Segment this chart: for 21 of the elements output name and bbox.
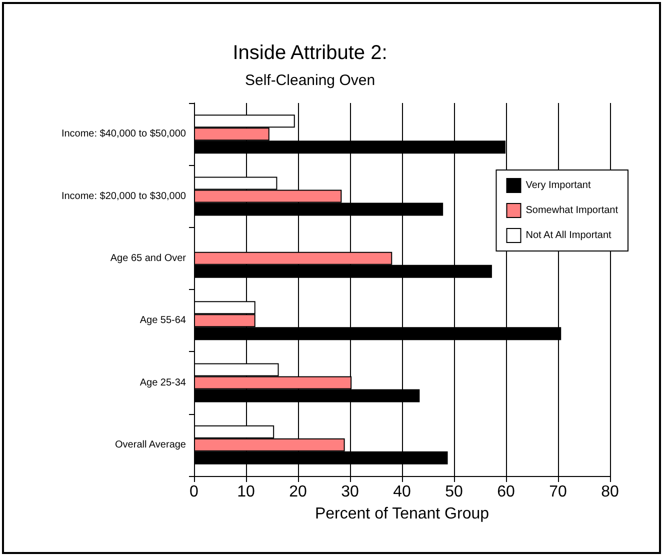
x-tick-label: 30 <box>341 484 359 500</box>
y-tick-label: Age 25-34 <box>140 377 186 388</box>
x-tick-label: 10 <box>237 484 255 500</box>
y-tick-label: Income: $20,000 to $30,000 <box>61 190 186 202</box>
legend-label: Not At All Important <box>526 230 612 241</box>
y-tick-label: Age 65 and Over <box>110 252 187 264</box>
x-tick-label: 70 <box>549 484 567 500</box>
legend-label: Very Important <box>526 180 591 191</box>
legend-label: Somewhat Important <box>526 205 618 216</box>
chart-subtitle: Self-Cleaning Oven <box>244 72 376 89</box>
chart-title: Inside Attribute 2: <box>232 42 388 64</box>
x-tick-label: 50 <box>445 484 463 500</box>
y-tick-label: Income: $40,000 to $50,000 <box>61 128 186 140</box>
y-tick-label: Age 55-64 <box>140 315 186 326</box>
y-tick-label: Overall Average <box>115 439 186 450</box>
x-tick-label: 20 <box>289 484 307 500</box>
x-axis-title: Percent of Tenant Group <box>314 506 490 522</box>
x-tick-label: 80 <box>601 484 619 500</box>
x-tick-label: 60 <box>497 484 515 500</box>
x-tick-label: 40 <box>393 484 411 500</box>
x-tick-label: 0 <box>190 484 199 500</box>
